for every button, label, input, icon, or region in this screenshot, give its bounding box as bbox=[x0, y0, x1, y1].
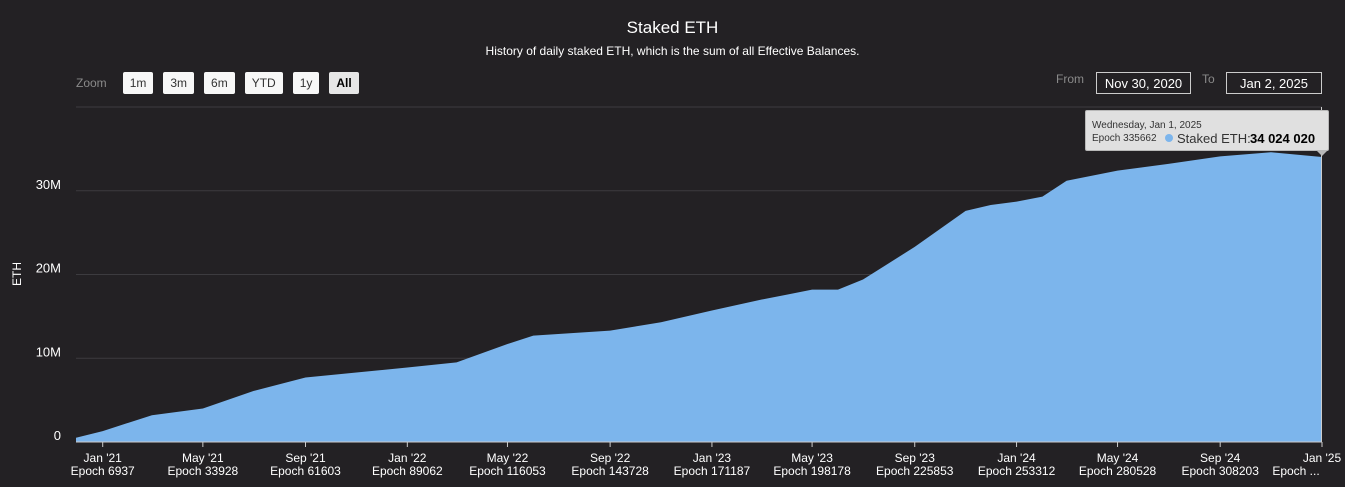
x-tick-epoch-label: Epoch 171187 bbox=[674, 464, 751, 478]
range-to-input[interactable] bbox=[1226, 72, 1322, 94]
y-axis-ticks: 0 10M 20M 30M bbox=[36, 177, 61, 443]
tooltip-series-dot-icon bbox=[1165, 134, 1173, 142]
x-tick-epoch-label: Epoch 225853 bbox=[876, 464, 954, 478]
y-tick-label: 10M bbox=[36, 344, 61, 359]
x-tick-label: Sep '22 bbox=[590, 451, 631, 465]
range-from-label: From bbox=[1056, 72, 1084, 86]
y-tick-label: 30M bbox=[36, 177, 61, 192]
y-axis-label: ETH bbox=[10, 262, 24, 286]
x-tick-label: Sep '24 bbox=[1200, 451, 1241, 465]
zoom-1m-button[interactable]: 1m bbox=[122, 72, 154, 94]
tooltip-date: Wednesday, Jan 1, 2025 bbox=[1092, 120, 1202, 131]
zoom-all-button[interactable]: All bbox=[329, 72, 359, 94]
chart-subtitle: History of daily staked ETH, which is th… bbox=[485, 44, 860, 58]
x-tick-label: Sep '21 bbox=[285, 451, 326, 465]
zoom-6m-button[interactable]: 6m bbox=[204, 72, 235, 94]
x-tick-label: Jan '23 bbox=[693, 451, 732, 465]
series-area-staked-eth[interactable] bbox=[76, 152, 1322, 442]
x-tick-epoch-label: Epoch 89062 bbox=[372, 464, 443, 478]
zoom-label: Zoom bbox=[76, 76, 107, 90]
x-tick-epoch-label: Epoch 6937 bbox=[71, 464, 135, 478]
x-tick-epoch-label: Epoch 116053 bbox=[469, 464, 546, 478]
x-tick-label: May '22 bbox=[487, 451, 529, 465]
zoom-1y-button[interactable]: 1y bbox=[292, 72, 320, 94]
range-from-input[interactable] bbox=[1096, 72, 1191, 94]
x-tick-epoch-label: Epoch 61603 bbox=[270, 464, 341, 478]
x-tick-epoch-label: Epoch 253312 bbox=[978, 464, 1056, 478]
zoom-controls: Zoom 1m 3m 6m YTD 1y All bbox=[76, 72, 359, 94]
x-tick-label: May '23 bbox=[791, 451, 833, 465]
x-tick-label: Jan '25 bbox=[1303, 451, 1342, 465]
x-tick-label: May '21 bbox=[182, 451, 224, 465]
x-tick-label: Sep '23 bbox=[895, 451, 936, 465]
y-tick-label: 20M bbox=[36, 261, 61, 276]
y-tick-label: 0 bbox=[54, 428, 61, 443]
tooltip: Wednesday, Jan 1, 2025 Epoch 335662 Stak… bbox=[1085, 110, 1329, 151]
tooltip-series-name: Staked ETH: bbox=[1177, 131, 1251, 146]
zoom-3m-button[interactable]: 3m bbox=[163, 72, 195, 94]
x-tick-epoch-label: Epoch 280528 bbox=[1079, 464, 1157, 478]
zoom-ytd-button[interactable]: YTD bbox=[244, 72, 283, 94]
chart-title: Staked ETH bbox=[626, 18, 719, 37]
x-tick-epoch-label: Epoch 308203 bbox=[1181, 464, 1259, 478]
x-tick-label: Jan '21 bbox=[84, 451, 123, 465]
range-to-label: To bbox=[1202, 72, 1215, 86]
x-tick-label: May '24 bbox=[1097, 451, 1139, 465]
x-tick-epoch-label: Epoch 143728 bbox=[571, 464, 649, 478]
x-tick-epoch-label: Epoch 33928 bbox=[167, 464, 238, 478]
tooltip-epoch: Epoch 335662 bbox=[1092, 133, 1157, 144]
tooltip-pointer-icon bbox=[1316, 150, 1328, 156]
tooltip-value: 34 024 020 bbox=[1250, 131, 1316, 146]
x-tick-label: Jan '22 bbox=[388, 451, 427, 465]
x-tick-label: Jan '24 bbox=[997, 451, 1036, 465]
x-tick-epoch-label: Epoch ... bbox=[1272, 464, 1319, 478]
x-tick-epoch-label: Epoch 198178 bbox=[773, 464, 851, 478]
